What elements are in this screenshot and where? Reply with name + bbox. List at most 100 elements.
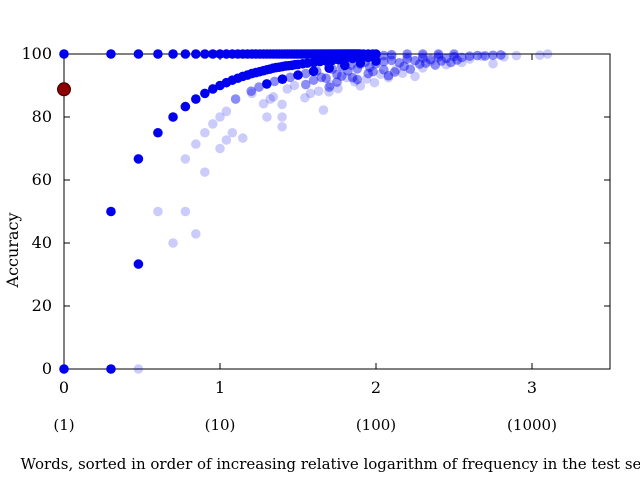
data-point	[371, 49, 381, 59]
x-axis-label: Words, sorted in order of increasing rel…	[21, 455, 640, 473]
data-point	[418, 51, 428, 61]
data-point	[215, 112, 225, 122]
data-point	[399, 61, 409, 72]
data-point	[215, 143, 225, 154]
data-point	[237, 133, 248, 143]
data-point	[446, 57, 456, 68]
data-point	[361, 74, 372, 84]
data-point	[472, 50, 483, 61]
x-tick-label: 1	[215, 378, 225, 397]
y-axis-label: Accuracy	[3, 213, 22, 289]
highlight-point	[57, 82, 71, 97]
data-point	[133, 154, 144, 164]
data-point	[200, 88, 210, 99]
data-point	[324, 63, 335, 73]
data-point	[268, 92, 279, 102]
data-point	[488, 50, 498, 61]
data-point	[200, 49, 210, 59]
data-point	[355, 59, 366, 69]
x-tick-label: 0	[59, 378, 69, 397]
data-point	[464, 54, 475, 64]
data-point	[347, 72, 358, 83]
data-point	[289, 80, 300, 91]
y-tick-label: 80	[32, 107, 52, 126]
data-point	[430, 60, 441, 70]
y-tick-label: 40	[32, 233, 52, 252]
data-point	[496, 50, 506, 60]
x-tick-label: 2	[371, 378, 381, 397]
data-point	[168, 49, 178, 59]
data-point	[246, 86, 256, 96]
data-point	[457, 52, 467, 63]
x-secondary-label: (100)	[356, 416, 396, 434]
data-point	[230, 94, 241, 104]
data-point	[191, 49, 201, 59]
data-point	[313, 86, 324, 96]
data-point	[421, 58, 431, 68]
data-point	[386, 55, 397, 66]
data-point	[405, 64, 416, 74]
data-point	[308, 75, 319, 85]
data-point	[441, 53, 452, 64]
data-point	[449, 51, 459, 62]
data-point	[106, 364, 116, 374]
data-point	[402, 49, 413, 59]
data-point	[277, 112, 287, 122]
data-point	[269, 76, 280, 87]
axis-labels: Words, sorted in order of increasing rel…	[3, 213, 640, 473]
data-point	[106, 49, 116, 59]
data-point	[464, 51, 475, 62]
data-point	[208, 49, 218, 59]
data-point	[227, 127, 238, 138]
data-point	[200, 167, 210, 177]
data-point	[153, 49, 163, 59]
data-point	[349, 76, 360, 87]
data-point	[285, 72, 296, 83]
data-point	[221, 135, 232, 145]
data-point	[363, 52, 374, 63]
data-point	[355, 81, 366, 91]
axes: 0 20 40 60 80 100 0 1 2 3 (1) (10) (100) (1000)	[21, 44, 611, 434]
data-point	[301, 79, 311, 90]
data-point	[254, 82, 264, 92]
data-point	[325, 80, 336, 90]
data-point	[133, 49, 144, 59]
data-point	[511, 50, 522, 61]
data-point	[133, 364, 144, 374]
data-point	[363, 68, 374, 79]
data-point	[168, 112, 178, 122]
data-point	[59, 49, 69, 59]
data-point	[180, 49, 191, 59]
x-secondary-label: (10)	[205, 416, 236, 434]
data-point	[262, 79, 272, 89]
data-point	[208, 119, 218, 129]
data-point	[327, 64, 338, 74]
data-point	[397, 68, 408, 79]
data-point	[324, 82, 335, 92]
data-point	[340, 60, 350, 71]
data-point	[352, 74, 363, 85]
data-point	[499, 52, 509, 62]
data-point	[277, 99, 287, 110]
data-point	[441, 59, 452, 70]
data-point	[410, 71, 420, 82]
data-point	[308, 66, 319, 77]
y-tick-label: 60	[32, 170, 52, 189]
data-point	[371, 58, 381, 69]
data-point	[168, 238, 178, 248]
data-point	[394, 58, 405, 68]
data-point	[360, 57, 370, 67]
data-point	[402, 54, 413, 64]
data-point	[311, 66, 322, 76]
data-point	[389, 67, 400, 77]
data-point	[59, 364, 69, 374]
data-point	[153, 127, 163, 138]
data-point	[452, 55, 462, 65]
y-tick-label: 100	[21, 44, 52, 63]
data-point	[221, 106, 232, 117]
data-point	[410, 55, 420, 66]
data-point	[391, 64, 402, 75]
plot-frame	[63, 53, 611, 370]
data-point	[383, 72, 394, 83]
data-point	[433, 52, 444, 62]
